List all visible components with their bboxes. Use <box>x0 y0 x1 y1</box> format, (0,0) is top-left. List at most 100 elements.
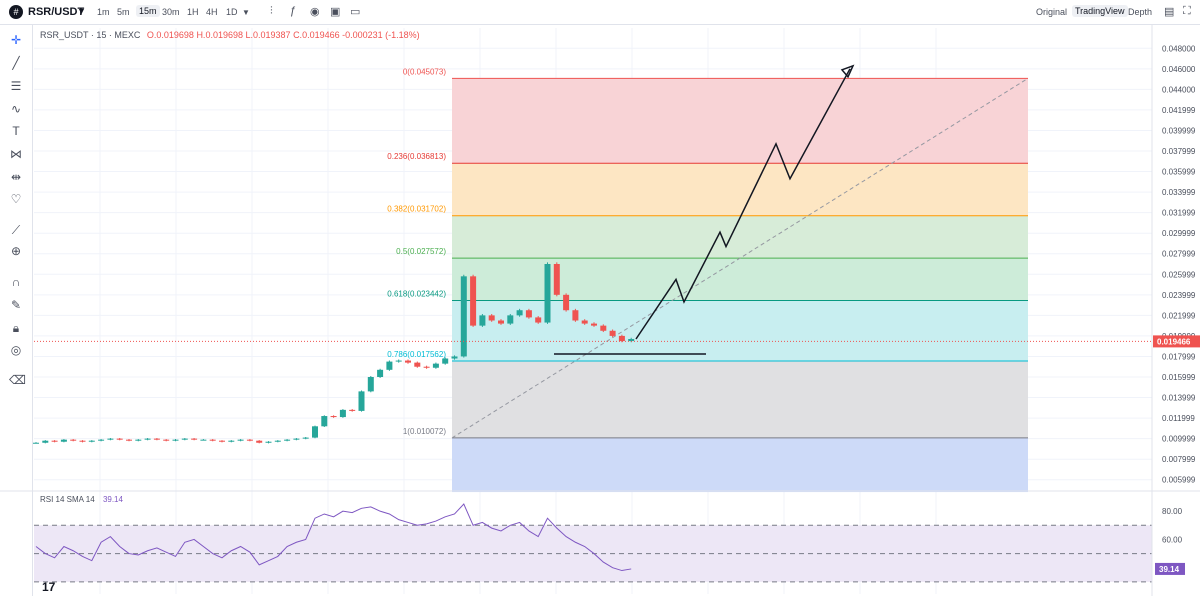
candle <box>516 310 523 316</box>
candle <box>163 439 170 441</box>
low-value: L.0.019387 <box>245 30 291 40</box>
open-value: O.0.019698 <box>146 30 194 40</box>
y-tick-label: 0.021999 <box>1162 311 1196 320</box>
candle <box>116 438 123 440</box>
exchange-logo-icon: # <box>9 5 23 19</box>
fib-zone <box>452 78 1028 164</box>
camera-icon[interactable]: ◉ <box>310 6 320 18</box>
indicators-icon[interactable]: ƒ <box>290 5 297 17</box>
pattern-icon[interactable]: ⋈ <box>10 147 22 161</box>
image-icon[interactable]: ▭ <box>350 6 361 18</box>
candle <box>525 310 532 318</box>
tab-timeframe-1h[interactable]: 1H <box>187 7 199 17</box>
candle <box>591 323 597 326</box>
symbol-label[interactable]: RSR/USDT <box>28 6 85 18</box>
fib-zone <box>452 437 1028 493</box>
fib-level-label: 0.786(0.017562) <box>387 350 446 359</box>
rsi-value-tag <box>1155 562 1185 575</box>
y-tick-label: 0.019999 <box>1162 332 1196 341</box>
crosshair-icon[interactable]: ✛ <box>10 33 22 47</box>
measure-icon[interactable]: ⇹ <box>10 170 22 184</box>
ruler-icon[interactable]: ⟋ <box>11 223 21 237</box>
lock-icon[interactable]: 🔒︎ <box>12 321 20 335</box>
tab-timeframe-30m[interactable]: 30m <box>162 7 180 17</box>
ohlc-legend: RSR_USDT · 15 · MEXC O.0.019698 H.0.0196… <box>40 30 420 40</box>
wave-icon[interactable]: ∿ <box>10 102 22 116</box>
candle <box>600 325 607 331</box>
candle <box>172 439 179 441</box>
y-tick-label: 0.029999 <box>1162 229 1196 238</box>
tab-timeframe-1d[interactable]: 1D <box>226 7 238 17</box>
y-tick-label: 0.027999 <box>1162 250 1196 259</box>
rsi-legend: RSI 14 SMA 14 39.14 <box>40 495 123 504</box>
candle <box>293 438 300 440</box>
candle <box>219 440 225 442</box>
tab-timeframe-1m[interactable]: 1m <box>97 7 110 17</box>
fib-level-label: 0.5(0.027572) <box>396 247 446 256</box>
text-icon[interactable]: T <box>12 124 20 138</box>
candle <box>618 335 625 342</box>
layout-icon[interactable]: ▤ <box>1164 6 1175 18</box>
rsi-band <box>34 525 1152 582</box>
eye-icon[interactable]: ◎ <box>10 343 22 357</box>
fib-level-label: 1(0.010072) <box>403 427 446 436</box>
magnet-icon[interactable]: ∩ <box>11 275 21 289</box>
candle <box>535 317 542 323</box>
high-value: H.0.019698 <box>196 30 243 40</box>
y-tick-label: 0.015999 <box>1162 373 1196 382</box>
candle <box>33 442 39 444</box>
chevron-down-icon[interactable]: ▼ <box>77 6 86 16</box>
arrow-head <box>840 64 855 79</box>
view-tradingview-button[interactable]: TradingView <box>1072 5 1128 17</box>
candle <box>405 360 411 363</box>
candle <box>98 439 105 441</box>
candle <box>181 438 188 440</box>
lock-drawings-icon[interactable]: ✎ <box>10 298 22 312</box>
trend-line-icon[interactable]: ╱ <box>12 56 20 70</box>
fullscreen-icon[interactable]: ⛶ <box>1183 5 1191 17</box>
candle <box>460 276 467 357</box>
heart-icon[interactable]: ♡ <box>10 192 22 206</box>
projection-drawing <box>554 64 855 355</box>
rsi-tick-label: 60.00 <box>1162 535 1183 544</box>
trash-icon[interactable]: ⌫ <box>9 373 26 387</box>
candle <box>386 361 393 370</box>
candle <box>442 358 449 364</box>
rsi-tick-label: 80.00 <box>1162 507 1183 516</box>
rsi-value-label: 39.14 <box>1159 565 1180 574</box>
y-tick-label: 0.007999 <box>1162 455 1196 464</box>
candle <box>451 356 458 359</box>
view-original-button[interactable]: Original <box>1036 7 1068 17</box>
candle <box>51 440 58 442</box>
layout-icon[interactable]: ▣ <box>330 6 341 18</box>
candle <box>191 438 198 440</box>
candle <box>349 409 356 411</box>
candle <box>572 310 579 321</box>
view-depth-button[interactable]: Depth <box>1128 7 1153 17</box>
y-tick-label: 0.013999 <box>1162 394 1196 403</box>
tab-timeframe-4h[interactable]: 4H <box>206 7 218 17</box>
zoom-icon[interactable]: ⊕ <box>10 244 22 258</box>
tradingview-logo-icon: 17 <box>42 580 56 594</box>
y-tick-label: 0.017999 <box>1162 352 1196 361</box>
y-tick-label: 0.039999 <box>1162 126 1196 135</box>
fib-zone <box>452 163 1028 216</box>
candle <box>432 363 439 368</box>
y-tick-label: 0.023999 <box>1162 291 1196 300</box>
rsi-pane <box>0 490 1200 583</box>
candle <box>274 440 281 442</box>
candle-type-icon[interactable]: ⫶ <box>270 5 273 17</box>
y-tick-label: 0.033999 <box>1162 188 1196 197</box>
chevron-down-icon[interactable]: ▼ <box>242 8 250 17</box>
y-tick-label: 0.005999 <box>1162 476 1196 485</box>
y-tick-label: 0.041999 <box>1162 106 1196 115</box>
y-tick-label: 0.037999 <box>1162 147 1196 156</box>
parallel-lines-icon[interactable]: ☰ <box>10 79 22 93</box>
tab-timeframe-5m[interactable]: 5m <box>117 7 130 17</box>
candle <box>79 440 86 442</box>
tab-timeframe-15m[interactable]: 15m <box>136 5 160 17</box>
current-price-tag <box>1153 335 1200 348</box>
candle <box>498 320 504 324</box>
price-axis: 0.048000 0.046000 0.044000 0.041999 0.039999… <box>1151 25 1200 596</box>
